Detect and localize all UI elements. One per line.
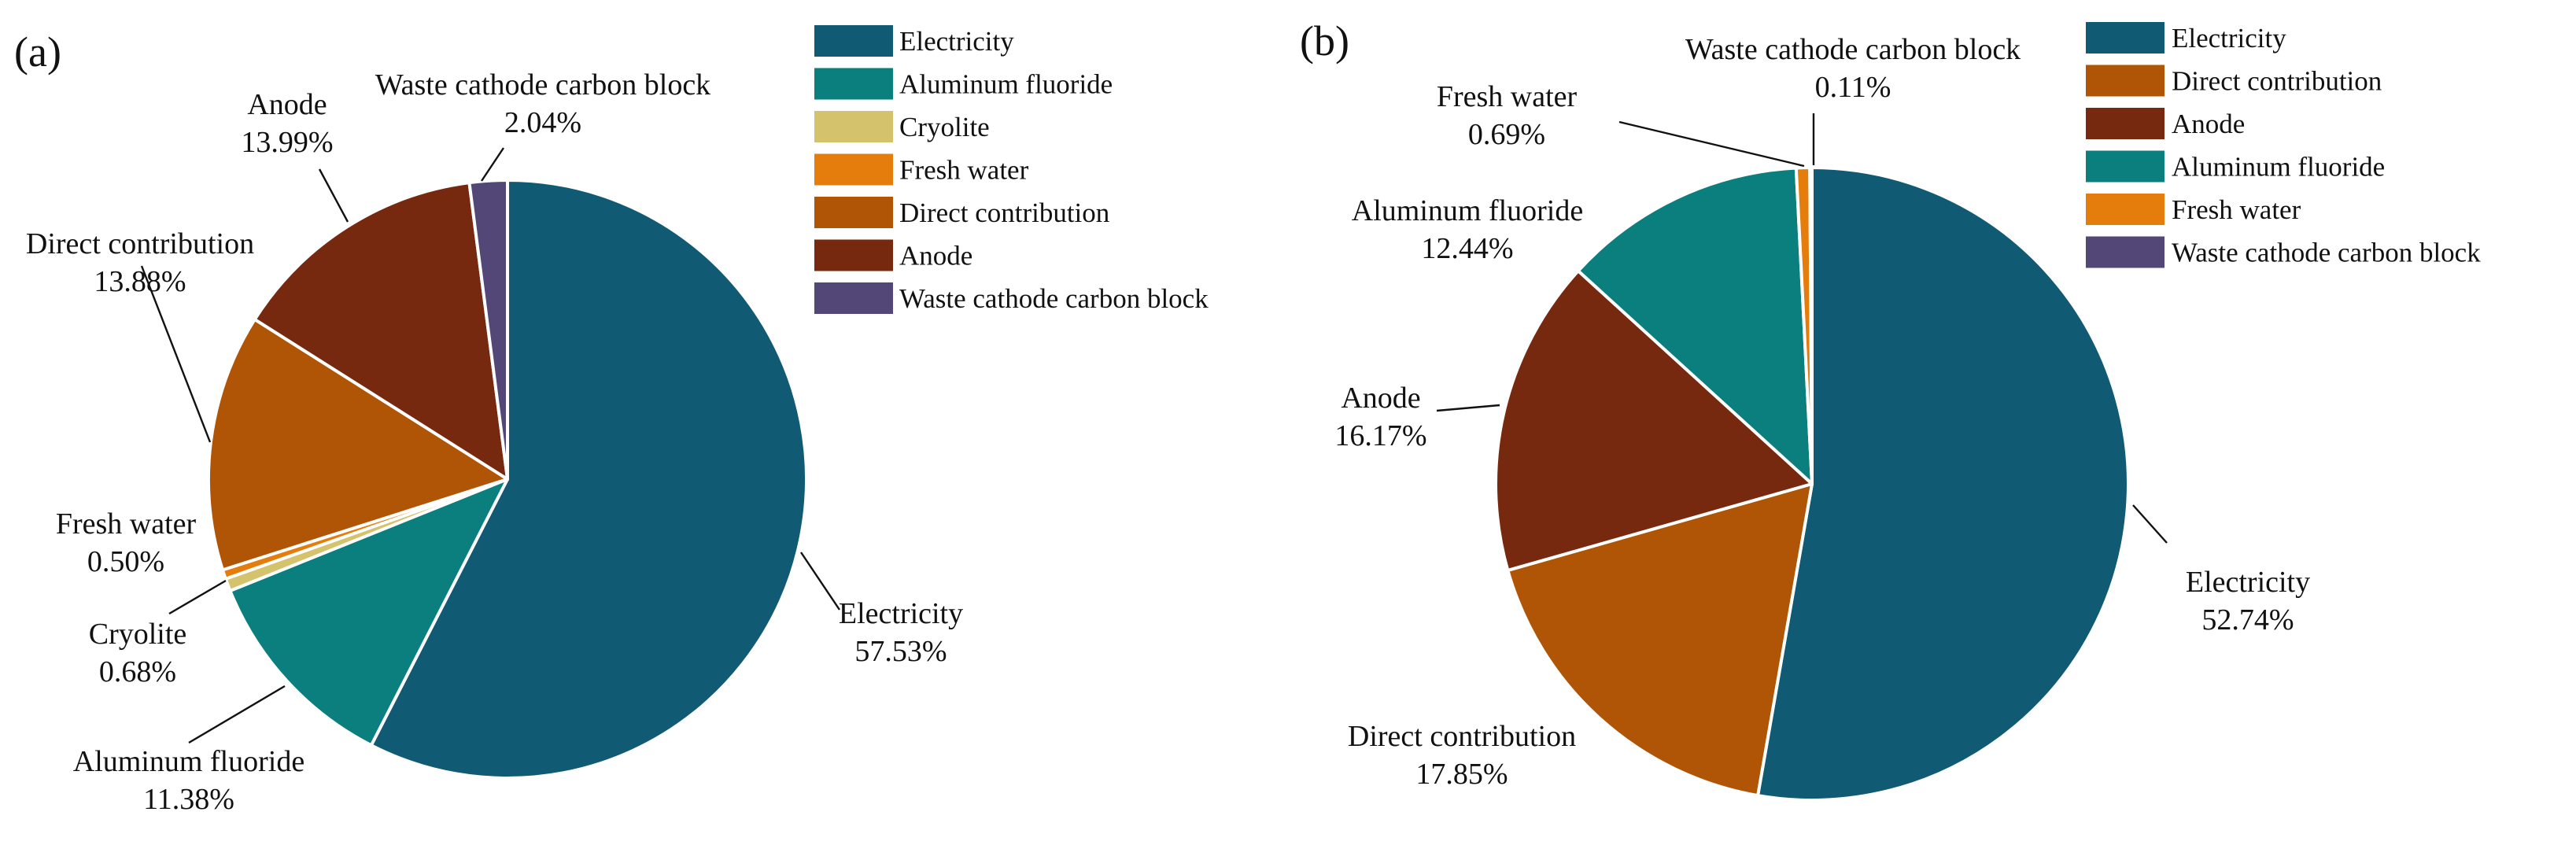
leader-line-waste-cathode-carbon-block bbox=[481, 147, 504, 182]
slice-value-anode: 16.17% bbox=[1334, 419, 1426, 452]
legend-label-cryolite: Cryolite bbox=[899, 112, 990, 142]
slice-value-cryolite: 0.68% bbox=[99, 655, 176, 688]
legend-label-anode: Anode bbox=[2172, 109, 2245, 139]
legend-swatch-waste-cathode-carbon-block bbox=[2086, 236, 2165, 268]
panel-label-b: (b) bbox=[1300, 17, 1349, 65]
slice-label-fresh-water: Fresh water bbox=[56, 507, 197, 541]
pie-chart-a: (a) Electricity 57.53% Aluminum fluoride 11… bbox=[14, 25, 1209, 816]
slice-labels-b: Electricity 52.74% Direct contribution 17.8… bbox=[1334, 33, 2310, 791]
legend-label-electricity: Electricity bbox=[899, 26, 1014, 57]
leader-line-cryolite bbox=[168, 579, 227, 615]
slice-label-anode: Anode bbox=[1341, 382, 1420, 415]
pie-slice-electricity bbox=[1756, 166, 2130, 802]
slice-label-aluminum-fluoride: Aluminum fluoride bbox=[1352, 194, 1583, 227]
slice-labels-a: Electricity 57.53% Aluminum fluoride 11.38%… bbox=[26, 68, 963, 816]
legend-label-direct-contribution: Direct contribution bbox=[899, 197, 1109, 228]
leader-line-electricity bbox=[2132, 504, 2168, 544]
legend-label-anode: Anode bbox=[899, 241, 972, 271]
slice-label-anode: Anode bbox=[247, 88, 327, 121]
legend-label-aluminum-fluoride: Aluminum fluoride bbox=[899, 69, 1113, 100]
pie-slices-b bbox=[1494, 166, 2130, 802]
pie-slice-aluminum-fluoride bbox=[1576, 166, 1814, 485]
legend-swatch-anode bbox=[2086, 108, 2165, 139]
pie-slice-anode bbox=[253, 181, 509, 481]
pie-slice-waste-cathode-carbon-block bbox=[467, 179, 509, 481]
leader-line-direct-contribution bbox=[140, 265, 212, 443]
pie-slice-direct-contribution bbox=[207, 317, 509, 572]
legend-swatch-fresh-water bbox=[2086, 194, 2165, 225]
leader-line-aluminum-fluoride bbox=[188, 684, 286, 744]
leader-line-anode bbox=[318, 168, 349, 223]
leader-line-fresh-water bbox=[1618, 120, 1805, 168]
pie-slice-aluminum-fluoride bbox=[228, 478, 509, 747]
legend-label-aluminum-fluoride: Aluminum fluoride bbox=[2172, 152, 2385, 183]
slice-label-direct-contribution: Direct contribution bbox=[26, 227, 254, 260]
legend-swatch-aluminum-fluoride bbox=[2086, 150, 2165, 183]
legend-label-waste-cathode-carbon-block: Waste cathode carbon block bbox=[2172, 238, 2481, 268]
slice-value-fresh-water: 0.50% bbox=[87, 545, 164, 578]
slice-label-fresh-water: Fresh water bbox=[1437, 80, 1578, 113]
legend-label-waste-cathode-carbon-block: Waste cathode carbon block bbox=[899, 283, 1209, 314]
pie-slice-electricity bbox=[369, 179, 808, 780]
pie-slices-a bbox=[207, 179, 808, 780]
legend-swatch-cryolite bbox=[814, 111, 893, 142]
slice-label-electricity: Electricity bbox=[839, 597, 963, 630]
legend-swatch-direct-contribution bbox=[814, 197, 893, 228]
slice-value-direct-contribution: 13.88% bbox=[94, 265, 186, 298]
slice-label-cryolite: Cryolite bbox=[89, 618, 187, 651]
slice-value-fresh-water: 0.69% bbox=[1468, 118, 1545, 151]
pie-chart-b: (b) Electricity 52.74% Direct contribution… bbox=[1300, 17, 2481, 802]
slice-value-electricity: 52.74% bbox=[2201, 603, 2294, 637]
legend-swatch-electricity bbox=[2086, 22, 2165, 54]
slice-value-waste-cathode-carbon-block: 2.04% bbox=[504, 106, 581, 139]
legend-label-fresh-water: Fresh water bbox=[2172, 194, 2301, 225]
slice-label-aluminum-fluoride: Aluminum fluoride bbox=[73, 745, 304, 778]
legend-label-electricity: Electricity bbox=[2172, 23, 2286, 54]
slice-label-electricity: Electricity bbox=[2186, 566, 2310, 599]
leader-line-anode bbox=[1436, 404, 1500, 412]
legend-swatch-fresh-water bbox=[814, 153, 893, 186]
legend-b: Electricity Direct contribution Anode Alumi… bbox=[2086, 22, 2481, 268]
slice-value-anode: 13.99% bbox=[241, 126, 333, 159]
pie-slice-waste-cathode-carbon-block bbox=[1808, 166, 1814, 485]
slice-value-waste-cathode-carbon-block: 0.11% bbox=[1815, 71, 1891, 104]
slice-value-aluminum-fluoride: 11.38% bbox=[143, 783, 234, 816]
slice-value-aluminum-fluoride: 12.44% bbox=[1421, 232, 1513, 265]
legend-swatch-electricity bbox=[814, 25, 893, 57]
pie-slice-direct-contribution bbox=[1506, 482, 1814, 798]
pie-slice-anode bbox=[1494, 269, 1814, 572]
slice-value-direct-contribution: 17.85% bbox=[1415, 758, 1508, 791]
leader-line-electricity bbox=[800, 552, 840, 611]
legend-a: Electricity Aluminum fluoride Cryolite Fres… bbox=[814, 25, 1209, 314]
legend-label-fresh-water: Fresh water bbox=[899, 155, 1029, 186]
legend-swatch-direct-contribution bbox=[2086, 65, 2165, 97]
legend-swatch-anode bbox=[814, 239, 893, 271]
panel-label-a: (a) bbox=[14, 28, 61, 76]
legend-swatch-aluminum-fluoride bbox=[814, 68, 893, 100]
slice-value-electricity: 57.53% bbox=[854, 635, 947, 668]
slice-label-direct-contribution: Direct contribution bbox=[1348, 720, 1576, 753]
slice-label-waste-cathode-carbon-block: Waste cathode carbon block bbox=[1685, 33, 2021, 66]
slice-label-waste-cathode-carbon-block: Waste cathode carbon block bbox=[375, 68, 710, 101]
legend-swatch-waste-cathode-carbon-block bbox=[814, 282, 893, 314]
legend-label-direct-contribution: Direct contribution bbox=[2172, 66, 2382, 97]
